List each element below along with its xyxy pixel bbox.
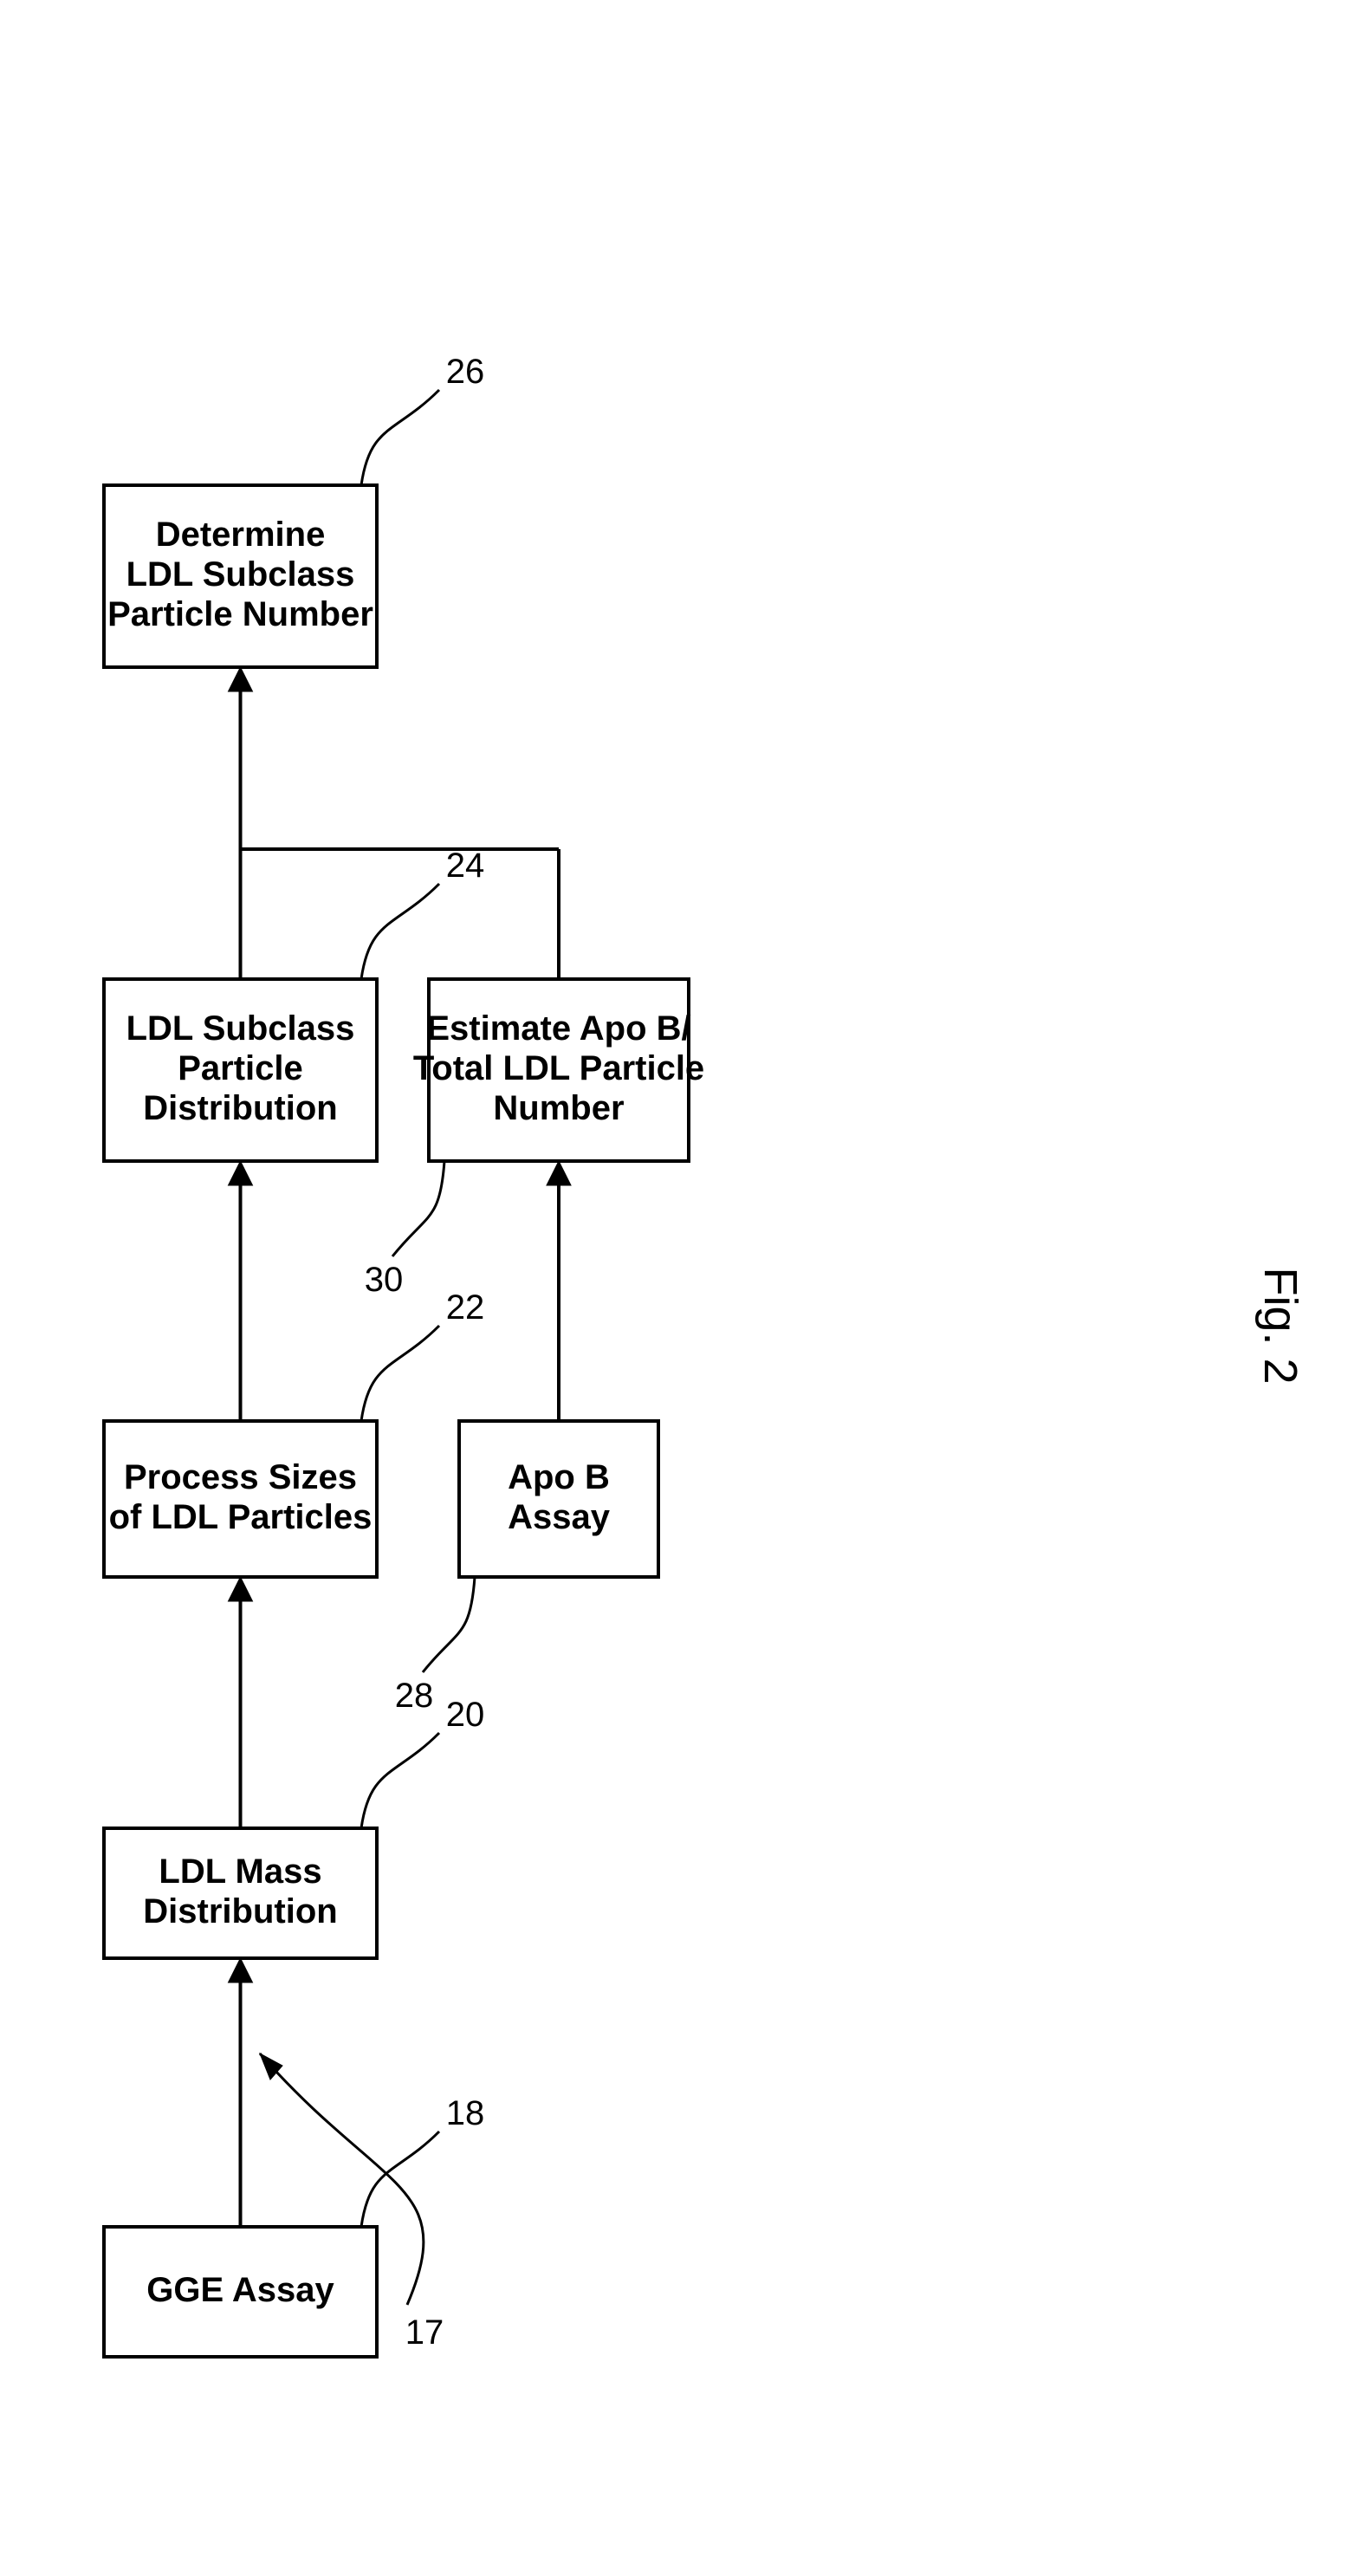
node-label: of LDL Particles — [109, 1498, 373, 1536]
ref-number: 20 — [446, 1696, 485, 1734]
ref-leader — [361, 1326, 439, 1421]
node-label: LDL Subclass — [126, 1009, 355, 1048]
flow-ref-number: 17 — [405, 2313, 444, 2352]
node-label: LDL Mass — [159, 1853, 321, 1891]
node-label: Distribution — [143, 1892, 337, 1930]
node-label: Number — [493, 1089, 624, 1127]
node-label: Particle — [178, 1049, 303, 1087]
node-label: GGE Assay — [146, 2271, 334, 2309]
ref-leader — [423, 1577, 475, 1672]
node-label: Particle Number — [107, 595, 373, 633]
ref-leader — [392, 1161, 444, 1256]
flowchart-svg: GGE AssayLDL MassDistributionProcess Siz… — [0, 0, 1367, 2576]
node-label: Assay — [508, 1498, 611, 1536]
figure-label: Fig. 2 — [1254, 1267, 1306, 1384]
ref-number: 28 — [395, 1677, 434, 1715]
node-label: Distribution — [143, 1089, 337, 1127]
ref-number: 18 — [446, 2094, 485, 2132]
node-label: Apo B — [508, 1458, 610, 1496]
ref-leader — [361, 2132, 439, 2227]
ref-leader — [361, 1733, 439, 1828]
ref-number: 22 — [446, 1288, 485, 1327]
node-label: Process Sizes — [124, 1458, 357, 1496]
node-label: Estimate Apo B/ — [426, 1009, 690, 1048]
ref-leader — [361, 390, 439, 485]
ref-number: 30 — [365, 1261, 404, 1299]
node-label: Determine — [156, 516, 326, 554]
ref-number: 26 — [446, 353, 485, 391]
ref-number: 24 — [446, 847, 485, 885]
node-label: LDL Subclass — [126, 555, 355, 594]
node-label: Total LDL Particle — [413, 1049, 704, 1087]
ref-leader — [361, 884, 439, 979]
